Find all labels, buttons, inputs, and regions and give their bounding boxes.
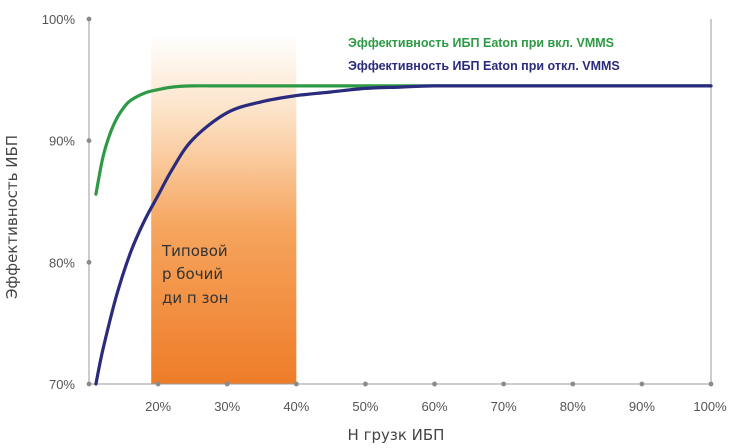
legend-entry-vmms-off: Эффективность ИБП Eaton при откл. VMMS xyxy=(348,59,620,73)
x-tick-dot xyxy=(155,381,161,387)
x-tick-dot xyxy=(639,381,645,387)
x-tick-label: 70% xyxy=(491,399,517,414)
x-tick-label: 90% xyxy=(629,399,655,414)
axes xyxy=(88,19,712,385)
typical-range-band xyxy=(151,35,297,384)
x-tick-dot xyxy=(224,381,230,387)
x-tick-dot xyxy=(501,381,507,387)
series-line-vmms-off xyxy=(94,84,713,386)
x-tick-label: 30% xyxy=(214,399,240,414)
band-label-line-3: ди п зон xyxy=(162,289,228,307)
y-tick-dot xyxy=(86,138,92,144)
y-tick-label: 70% xyxy=(49,377,75,392)
y-axis-title: Эффективность ИБП xyxy=(3,135,21,299)
x-tick-label: 100% xyxy=(693,399,727,414)
series-group xyxy=(94,84,713,386)
x-tick-label: 80% xyxy=(560,399,586,414)
y-tick-label: 80% xyxy=(49,255,75,270)
legend-entry-vmms-on: Эффективность ИБП Eaton при вкл. VMMS xyxy=(348,36,614,50)
x-axis-title: Н грузк ИБП xyxy=(348,426,445,444)
x-tick-dot xyxy=(293,381,299,387)
x-tick-label: 60% xyxy=(422,399,448,414)
x-tick-dot xyxy=(708,381,714,387)
x-tick-dot xyxy=(570,381,576,387)
y-tick-dot xyxy=(86,16,92,22)
x-tick-dot xyxy=(363,381,368,387)
band-label-line-1: Типовой xyxy=(161,242,228,260)
y-tick-dot xyxy=(86,259,92,265)
x-tick-label: 40% xyxy=(283,399,309,414)
x-tick-dot xyxy=(432,381,437,387)
y-tick-dot xyxy=(86,381,92,387)
tick-group: 70% 80% 90% 100% 20% 30% 40% 50% 60% 70% 80% 90% 100… xyxy=(42,12,727,414)
x-tick-label: 50% xyxy=(352,399,378,414)
y-tick-label: 90% xyxy=(49,134,75,149)
band-label-line-2: р бочий xyxy=(162,265,223,283)
x-tick-label: 20% xyxy=(145,399,171,414)
y-tick-label: 100% xyxy=(42,12,76,27)
